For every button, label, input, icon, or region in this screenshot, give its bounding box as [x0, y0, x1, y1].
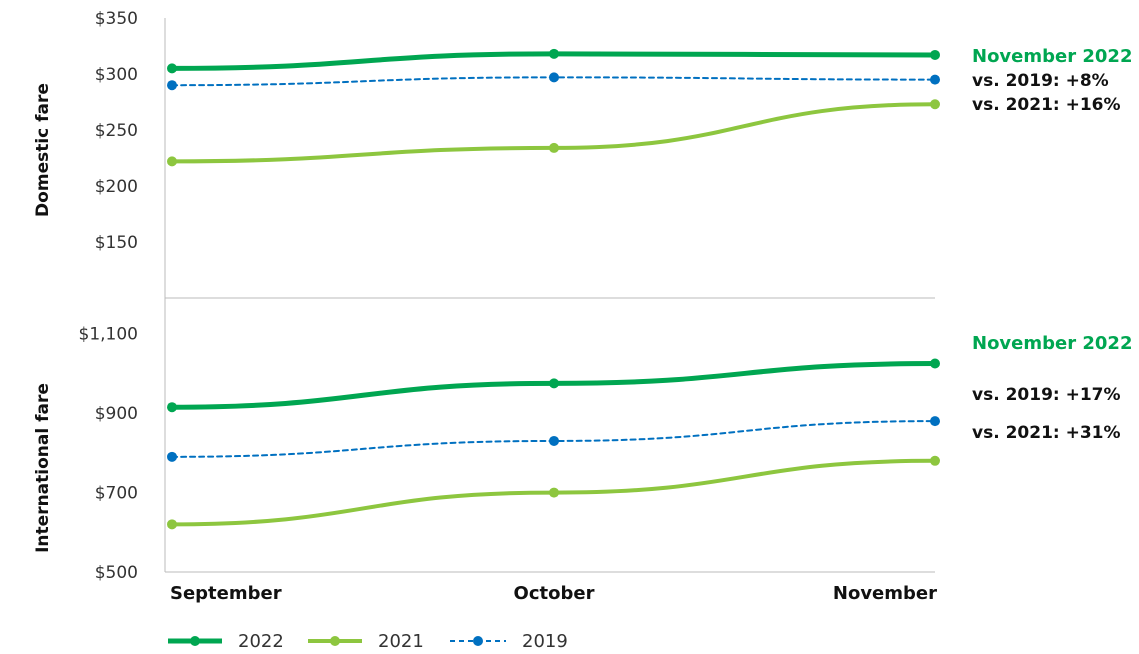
international-series-2019-point-2	[930, 416, 940, 427]
domestic-annotation-vs-2019: vs. 2019: +8%	[972, 71, 1109, 91]
domestic-series-2021-point-1	[549, 142, 559, 153]
x-tick-october: October	[514, 583, 595, 604]
domestic-annotation-vs-2021: vs. 2021: +16%	[972, 95, 1121, 115]
domestic-annotation-title: November 2022	[972, 46, 1132, 67]
international-series-2022-point-2	[930, 358, 940, 369]
international-series-2021-point-1	[549, 487, 559, 498]
legend-marker-2019	[473, 636, 483, 646]
legend-marker-2021	[330, 636, 340, 646]
international-annotation-vs-2019: vs. 2019: +17%	[972, 385, 1121, 405]
domestic-series-2019-point-2	[930, 74, 940, 85]
international-y-tick-3: $1,100	[79, 325, 138, 345]
international-series-2021-point-2	[930, 455, 940, 466]
legend-label-2021: 2021	[378, 631, 424, 652]
x-tick-november: November	[833, 583, 937, 604]
international-annotation-vs-2021: vs. 2021: +31%	[972, 423, 1121, 443]
domestic-y-tick-3: $300	[95, 65, 138, 85]
international-y-tick-1: $700	[95, 484, 138, 504]
legend-marker-2022	[190, 636, 200, 646]
international-series-2022-point-0	[167, 402, 177, 413]
domestic-series-2022-point-2	[930, 49, 940, 60]
domestic-y-tick-1: $200	[95, 177, 138, 197]
legend-label-2019: 2019	[522, 631, 568, 652]
y-axis-label-international: International fare	[33, 383, 53, 553]
international-series-2022-point-1	[549, 378, 559, 389]
domestic-series-2021-point-0	[167, 156, 177, 167]
domestic-y-tick-0: $150	[95, 233, 138, 253]
domestic-y-tick-4: $350	[95, 9, 138, 29]
domestic-series-2021-point-2	[930, 99, 940, 110]
domestic-series-2022-point-0	[167, 63, 177, 74]
domestic-series-2019-point-1	[549, 72, 559, 83]
domestic-series-2019-point-0	[167, 80, 177, 91]
domestic-series-2022-point-1	[549, 48, 559, 59]
chart-marks: $150 $200 $250 $300 $350 $500 $700 $900 $1,100	[79, 9, 940, 583]
international-y-tick-2: $900	[95, 404, 138, 424]
y-axis-label-domestic: Domestic fare	[33, 83, 53, 217]
international-series-2021-point-0	[167, 519, 177, 530]
x-tick-september: September	[170, 583, 282, 604]
legend: 2022 2021 2019	[168, 631, 568, 652]
domestic-y-tick-2: $250	[95, 121, 138, 141]
international-annotation-title: November 2022	[972, 333, 1132, 354]
international-series-2019-point-0	[167, 451, 177, 462]
international-y-tick-0: $500	[95, 563, 138, 583]
legend-label-2022: 2022	[238, 631, 284, 652]
international-series-2019-point-1	[549, 435, 559, 446]
